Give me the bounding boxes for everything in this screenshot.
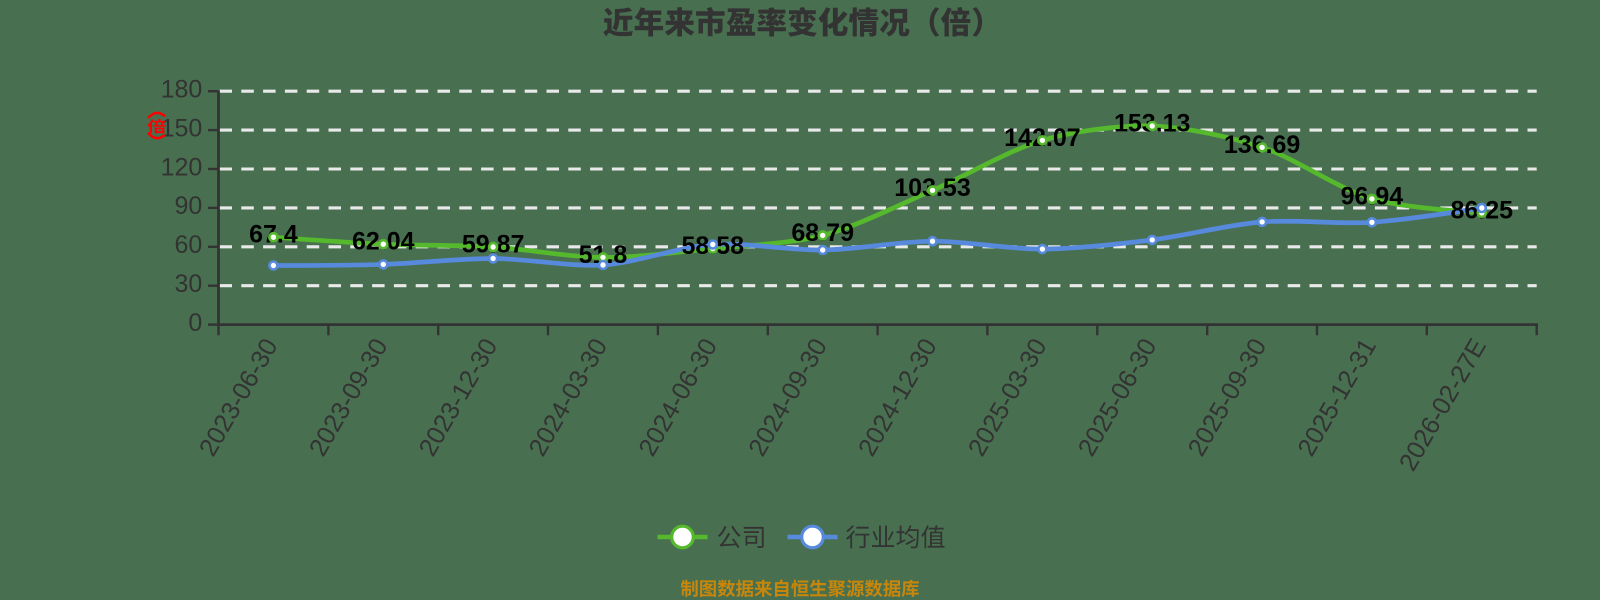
svg-text:90: 90 bbox=[174, 192, 202, 220]
svg-text:120: 120 bbox=[161, 153, 203, 181]
svg-text:150: 150 bbox=[161, 114, 203, 142]
svg-text:0: 0 bbox=[188, 309, 202, 337]
svg-text:180: 180 bbox=[161, 76, 203, 104]
svg-text:30: 30 bbox=[174, 270, 202, 298]
svg-text:60: 60 bbox=[174, 231, 202, 259]
